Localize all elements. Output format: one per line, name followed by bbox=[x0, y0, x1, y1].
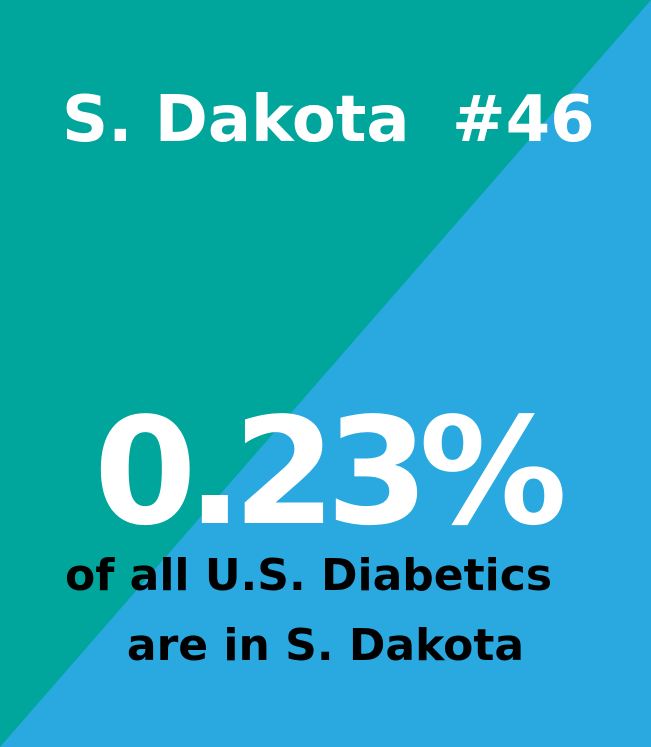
stat-caption-line-2: are in S. Dakota bbox=[126, 620, 525, 671]
percentage-stat: 0.23% bbox=[93, 386, 567, 558]
state-rank: #46 bbox=[452, 83, 595, 157]
state-name: S. Dakota bbox=[62, 83, 410, 157]
stat-caption-line-1: of all U.S. Diabetics bbox=[64, 550, 553, 601]
